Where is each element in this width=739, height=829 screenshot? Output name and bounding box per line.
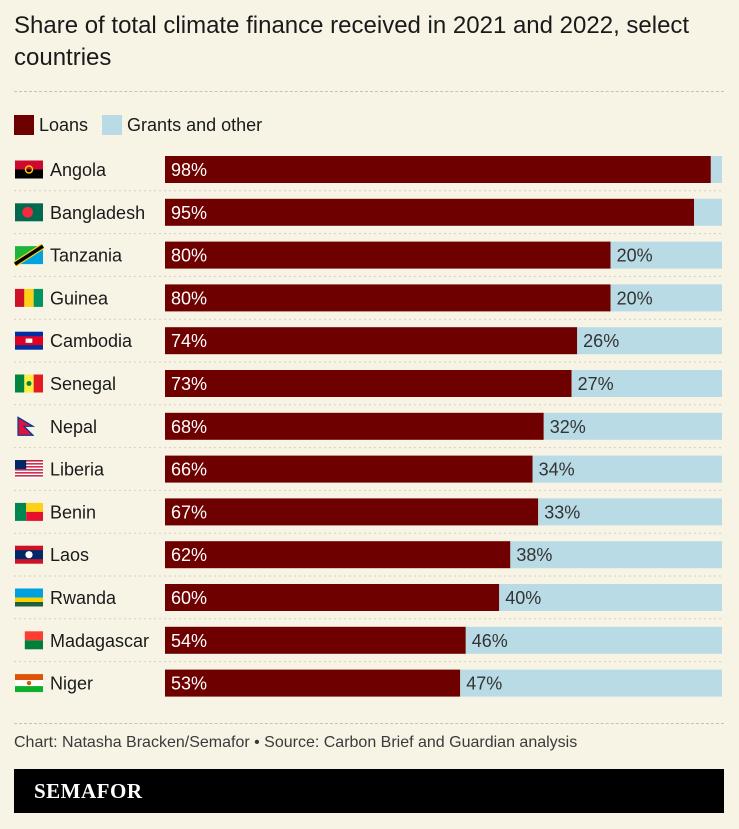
flag-senegal-icon (15, 374, 43, 393)
bar-loans-bangladesh (165, 198, 695, 226)
category-label-nepal: Nepal (50, 417, 97, 437)
data-label-loans-liberia: 66% (171, 460, 207, 480)
category-label-niger: Niger (50, 674, 93, 694)
legend-swatch-grants (102, 115, 123, 135)
data-label-loans-bangladesh: 95% (171, 203, 207, 223)
data-label-grants-guinea: 20% (617, 288, 653, 308)
bar-loans-liberia (165, 455, 533, 483)
flag-guinea-icon (15, 288, 43, 307)
flag-tanzania-icon (13, 243, 45, 267)
bar-loans-cambodia (165, 327, 578, 355)
bar-grants-angola (710, 156, 722, 183)
legend-label-grants: Grants and other (127, 114, 263, 135)
bar-loans-angola (165, 156, 711, 183)
bar-grants-nepal (543, 412, 722, 440)
data-label-grants-madagascar: 46% (472, 631, 508, 651)
bar-loans-nepal (165, 412, 544, 440)
bar-chart: Angola 98% Bangladesh 95% Tanzania 80% 20% Guin… (13, 156, 722, 697)
category-label-tanzania: Tanzania (50, 246, 123, 266)
category-label-madagascar: Madagascar (50, 631, 149, 651)
category-label-bangladesh: Bangladesh (50, 203, 145, 223)
data-label-grants-niger: 47% (466, 674, 502, 694)
bar-grants-madagascar (465, 626, 722, 654)
data-label-loans-rwanda: 60% (171, 588, 207, 608)
bar-loans-benin (165, 498, 539, 526)
flag-liberia-icon (15, 460, 43, 479)
bar-loans-tanzania (165, 241, 611, 269)
data-label-grants-rwanda: 40% (505, 588, 541, 608)
data-label-grants-senegal: 27% (578, 374, 614, 394)
data-label-loans-guinea: 80% (171, 288, 207, 308)
bar-grants-tanzania (610, 241, 722, 269)
flag-angola-icon (15, 160, 43, 179)
data-label-grants-cambodia: 26% (583, 331, 619, 351)
category-label-guinea: Guinea (50, 288, 109, 308)
data-label-loans-madagascar: 54% (171, 631, 207, 651)
top-divider (14, 91, 724, 92)
flag-rwanda-icon (15, 588, 43, 607)
bottom-divider (14, 723, 724, 724)
flag-benin-icon (15, 502, 43, 521)
data-label-grants-tanzania: 20% (617, 246, 653, 266)
data-label-loans-laos: 62% (171, 545, 207, 565)
data-label-loans-senegal: 73% (171, 374, 207, 394)
data-label-grants-laos: 38% (516, 545, 552, 565)
data-label-grants-liberia: 34% (539, 460, 575, 480)
footer-bar: SEMAFOR (14, 769, 724, 813)
bar-grants-liberia (532, 455, 722, 483)
bar-loans-rwanda (165, 584, 500, 611)
bar-grants-benin (538, 498, 722, 526)
bar-loans-niger (165, 669, 461, 697)
category-label-rwanda: Rwanda (50, 588, 117, 608)
flag-madagascar-icon (24, 631, 43, 650)
category-label-benin: Benin (50, 502, 96, 522)
bar-grants-niger (460, 669, 722, 697)
legend-item-grants: Grants and other (102, 115, 262, 136)
bar-grants-laos (510, 541, 722, 569)
data-label-loans-angola: 98% (171, 160, 207, 180)
flag-bangladesh-icon (15, 203, 43, 222)
data-label-loans-niger: 53% (171, 674, 207, 694)
data-label-grants-benin: 33% (544, 502, 580, 522)
legend: Loans Grants and other (14, 114, 276, 136)
category-label-cambodia: Cambodia (50, 331, 133, 351)
flag-nepal-icon (17, 416, 36, 436)
bar-loans-guinea (165, 284, 611, 312)
flag-niger-icon (15, 674, 43, 693)
legend-label-loans: Loans (39, 114, 89, 135)
data-label-loans-tanzania: 80% (171, 246, 207, 266)
source-note: Chart: Natasha Bracken/Semafor • Source:… (14, 734, 578, 751)
category-label-senegal: Senegal (50, 374, 116, 394)
bar-grants-guinea (610, 284, 722, 312)
bar-loans-madagascar (165, 626, 466, 654)
category-label-liberia: Liberia (50, 460, 105, 480)
bar-grants-rwanda (499, 584, 722, 611)
category-label-laos: Laos (50, 545, 89, 565)
category-label-angola: Angola (50, 160, 107, 180)
bar-grants-senegal (571, 370, 722, 397)
data-label-loans-nepal: 68% (171, 417, 207, 437)
legend-swatch-loans (14, 115, 34, 135)
brand-logo: SEMAFOR (34, 779, 143, 803)
bar-grants-bangladesh (694, 198, 722, 226)
data-label-loans-cambodia: 74% (171, 331, 207, 351)
data-label-loans-benin: 67% (171, 502, 207, 522)
chart-title: Share of total climate finance received … (14, 12, 690, 71)
bar-loans-laos (165, 541, 511, 569)
legend-item-loans: Loans (14, 115, 88, 136)
flag-laos-icon (15, 545, 43, 564)
bar-grants-cambodia (577, 327, 722, 355)
data-label-grants-nepal: 32% (550, 417, 586, 437)
bar-loans-senegal (165, 370, 572, 397)
flag-cambodia-icon (15, 331, 43, 350)
